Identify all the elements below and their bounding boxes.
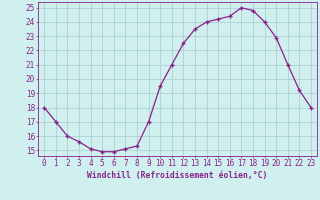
X-axis label: Windchill (Refroidissement éolien,°C): Windchill (Refroidissement éolien,°C) xyxy=(87,171,268,180)
